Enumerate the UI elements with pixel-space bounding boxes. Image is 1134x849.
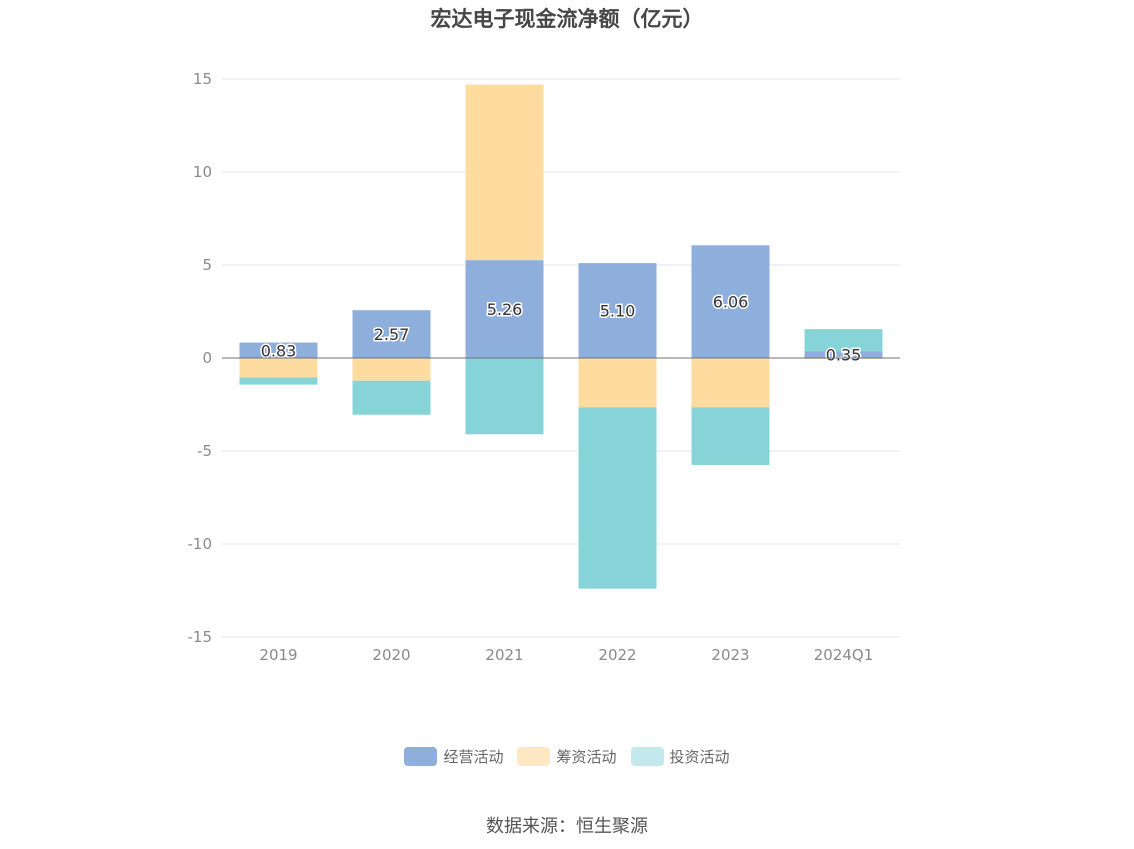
x-tick-label: 2021 — [485, 646, 523, 664]
axis-layer: 15 10 5 0 -5 -10 -15 2019 2020 2021 2022 2023 2024Q1 — [188, 70, 900, 664]
data-label: 2.57 — [374, 325, 410, 344]
bar-operating — [804, 351, 883, 358]
y-tick-label: -5 — [197, 442, 212, 460]
x-tick-label: 2019 — [259, 646, 297, 664]
legend-item-investing[interactable]: 投资活动 — [630, 746, 730, 767]
legend-label-financing: 筹资活动 — [556, 748, 617, 766]
legend: 经营活动 筹资活动 投资活动 — [0, 746, 1134, 767]
bar-operating — [691, 245, 770, 358]
legend-swatch-financing — [517, 747, 551, 766]
y-tick-label: 5 — [202, 256, 212, 274]
bar-operating — [465, 260, 544, 358]
data-label: 5.26 — [487, 300, 523, 319]
chart-title: 宏达电子现金流净额（亿元） — [430, 7, 704, 31]
data-label: 0.35 — [826, 346, 862, 365]
bar-investing — [465, 358, 544, 435]
y-tick-label: -15 — [188, 628, 213, 646]
legend-swatch-investing — [630, 747, 664, 766]
x-tick-label: 2023 — [711, 646, 749, 664]
data-label: 6.06 — [713, 293, 749, 312]
bar-operating — [352, 310, 431, 358]
bar-financing — [352, 358, 431, 381]
y-tick-label: 15 — [193, 70, 212, 88]
bar-investing — [352, 380, 431, 415]
bar-financing — [465, 84, 544, 261]
bar-financing — [691, 358, 770, 408]
bar-operating — [239, 342, 318, 358]
data-label: 0.83 — [261, 341, 297, 360]
legend-swatch-operating — [404, 747, 438, 766]
x-tick-label: 2020 — [372, 646, 410, 664]
bar-investing — [804, 329, 883, 352]
legend-item-financing[interactable]: 筹资活动 — [517, 746, 617, 767]
bar-financing — [578, 358, 657, 408]
bars-layer — [239, 84, 883, 589]
x-tick-label: 2024Q1 — [814, 646, 874, 664]
bar-operating — [578, 263, 657, 358]
legend-item-operating[interactable]: 经营活动 — [404, 746, 503, 767]
legend-label-operating: 经营活动 — [443, 748, 504, 766]
y-tick-label: -10 — [188, 535, 213, 553]
bar-financing — [239, 358, 318, 378]
legend-label-investing: 投资活动 — [669, 748, 730, 766]
labels-layer: 0.83 2.57 5.26 5.10 6.06 0.35 — [259, 291, 863, 366]
bar-investing — [691, 407, 770, 465]
y-tick-label: 10 — [193, 163, 212, 181]
source-note: 数据来源：恒生聚源 — [486, 816, 648, 837]
bar-investing — [239, 377, 318, 385]
y-tick-label: 0 — [202, 349, 212, 367]
data-label: 5.10 — [600, 302, 636, 321]
bar-investing — [578, 407, 657, 589]
x-tick-label: 2022 — [598, 646, 636, 664]
